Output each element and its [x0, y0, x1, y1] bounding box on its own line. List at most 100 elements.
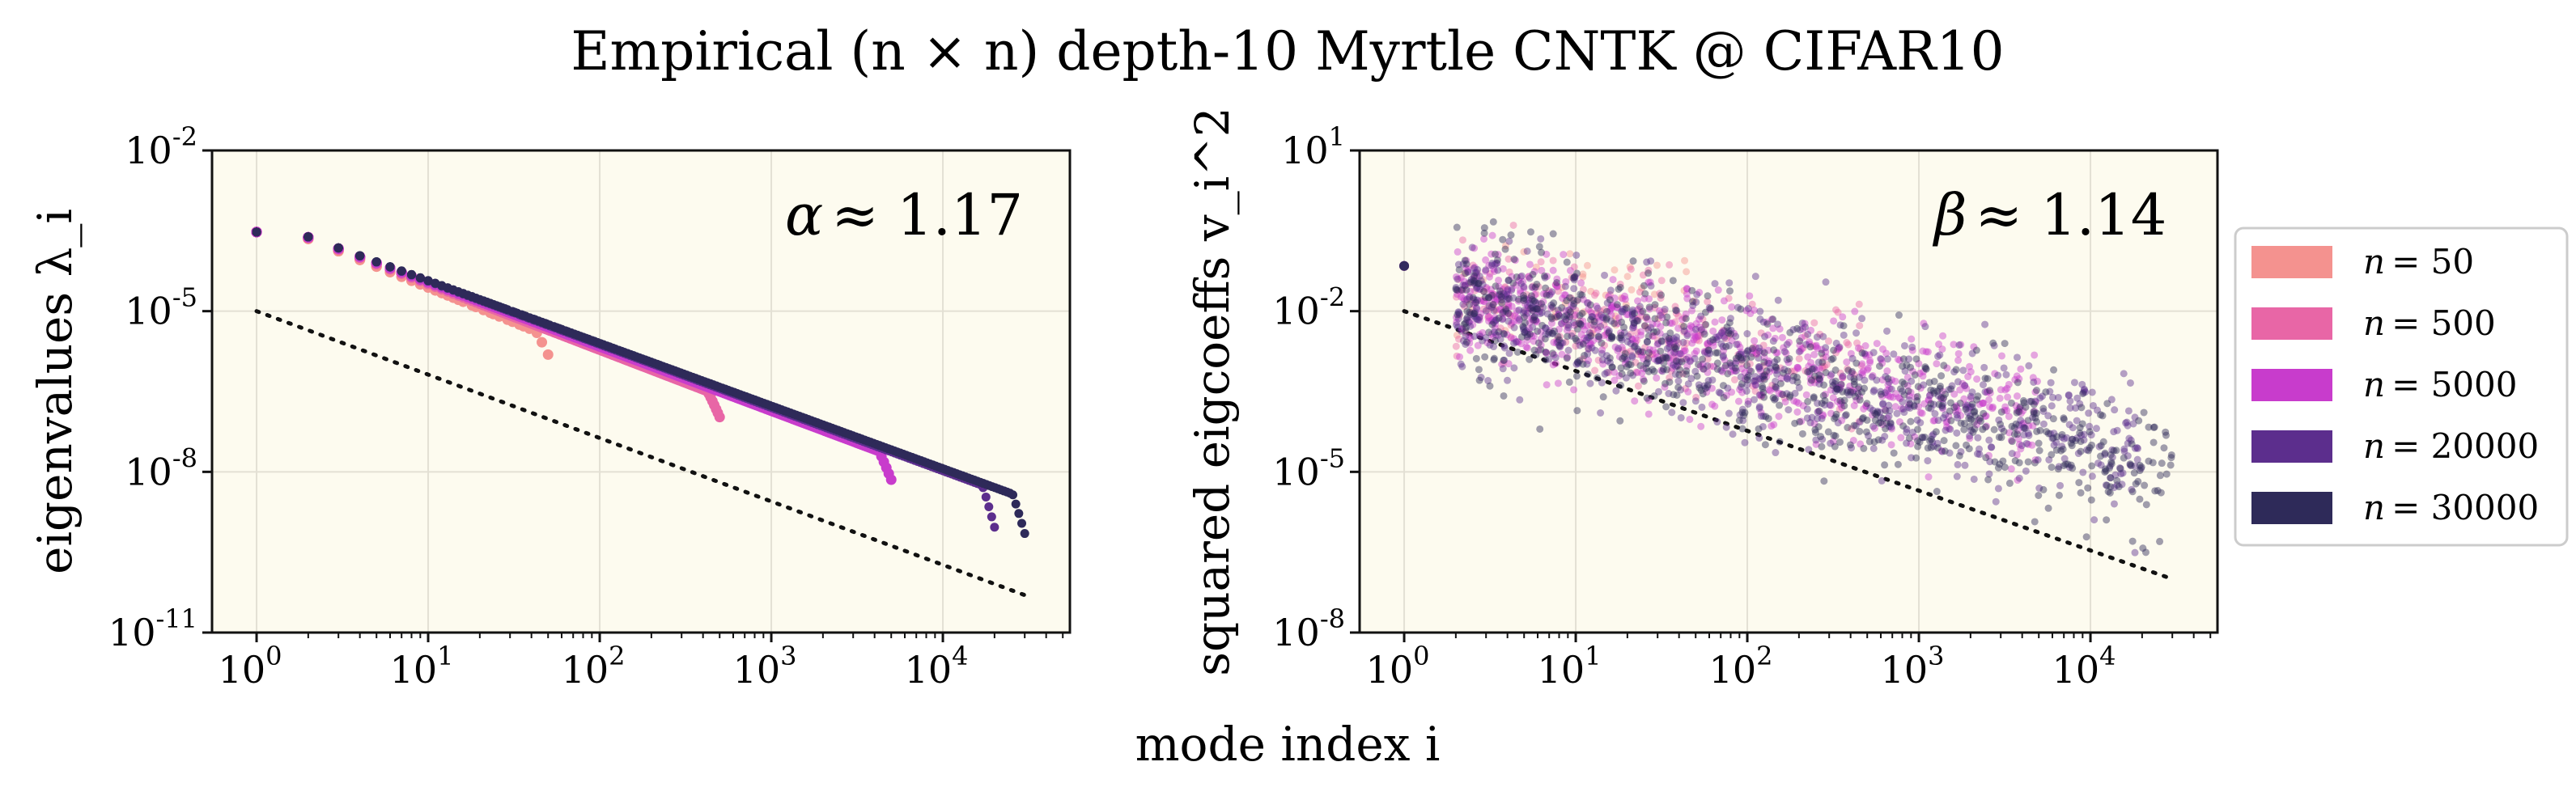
eigcoeff-point — [1912, 393, 1920, 401]
eigcoeff-point — [2128, 440, 2136, 448]
eigcoeff-point — [1459, 260, 1467, 268]
eigcoeff-point — [2079, 468, 2087, 476]
eigcoeff-point — [1570, 285, 1578, 293]
eigcoeff-point — [1962, 403, 1970, 411]
series-30000 — [252, 227, 1029, 539]
eigcoeff-point — [1814, 358, 1823, 366]
eigcoeff-point — [1827, 372, 1835, 380]
eigcoeff-point — [1746, 310, 1755, 318]
eigcoeff-point — [1470, 309, 1479, 317]
eigcoeff-point — [1534, 346, 1543, 354]
eigcoeff-point — [2065, 421, 2073, 429]
eigcoeff-point — [1615, 371, 1623, 379]
eigcoeff-point — [1474, 341, 1482, 349]
eigcoeff-point — [1850, 370, 1858, 379]
eigcoeff-point — [1981, 375, 1989, 383]
y-tick-label: 10-2 — [125, 121, 197, 172]
eigcoeff-point — [1980, 409, 1988, 417]
eigcoeff-point — [1756, 367, 1764, 375]
eigcoeff-point — [1957, 447, 1965, 455]
eigcoeff-point — [1708, 376, 1717, 384]
eigcoeff-point — [2119, 469, 2127, 477]
eigcoeff-point — [1905, 401, 1913, 409]
eigcoeff-point — [1617, 381, 1625, 389]
eigcoeff-point — [1900, 380, 1908, 388]
eigcoeff-point — [1728, 337, 1736, 345]
eigcoeff-point — [2042, 388, 2050, 396]
eigcoeff-point — [2001, 340, 2009, 348]
eigcoeff-point — [1883, 414, 1891, 422]
eigcoeff-point — [1894, 460, 1902, 468]
eigcoeff-point — [1601, 370, 1609, 378]
eigcoeff-point — [1727, 326, 1735, 334]
eigcoeff-point — [1730, 375, 1738, 383]
eigcoeff-point — [1487, 303, 1495, 311]
eigcoeff-point — [1751, 387, 1759, 396]
eigcoeff-point — [1774, 320, 1782, 328]
eigcoeff-point — [1661, 305, 1669, 313]
x-tick-label: 103 — [1881, 641, 1945, 692]
eigcoeff-point — [1517, 273, 1525, 281]
eigcoeff-point — [1937, 395, 1945, 403]
eigcoeff-point — [1903, 361, 1911, 369]
eigcoeff-point — [1619, 354, 1627, 362]
eigcoeff-point — [1765, 359, 1773, 367]
eigcoeff-point — [1490, 265, 1498, 273]
eigcoeff-point — [1504, 276, 1513, 284]
eigcoeff-point — [1864, 364, 1872, 372]
eigcoeff-point — [1768, 315, 1776, 324]
eigcoeff-point — [2096, 452, 2104, 460]
eigcoeff-point — [2066, 397, 2074, 405]
eigcoeff-point — [1700, 365, 1708, 373]
eigcoeff-point — [1760, 393, 1768, 401]
eigcoeff-point — [1629, 321, 1637, 329]
eigcoeff-point — [1472, 298, 1480, 307]
eigcoeff-point — [2089, 401, 2097, 409]
eigcoeff-point — [2069, 464, 2077, 472]
eigcoeff-point — [1828, 378, 1836, 386]
eigcoeff-point — [1579, 340, 1587, 348]
eigcoeff-point — [1755, 363, 1763, 371]
eigcoeff-point — [2049, 415, 2057, 423]
eigcoeff-point — [1662, 403, 1670, 411]
eigcoeff-point — [1724, 370, 1732, 378]
eigcoeff-point — [1862, 352, 1870, 360]
eigcoeff-point — [1812, 366, 1820, 375]
eigcoeff-point — [1667, 336, 1675, 344]
legend-swatch — [2251, 492, 2332, 524]
eigcoeff-point — [1793, 398, 1801, 406]
eigcoeff-point — [1798, 319, 1806, 327]
eigcoeff-point — [1981, 387, 1989, 396]
eigcoeff-point — [1995, 433, 2003, 441]
eigcoeff-point — [1691, 332, 1699, 341]
eigcoeff-point — [1653, 374, 1661, 382]
eigcoeff-point — [1482, 307, 1490, 315]
eigcoeff-point — [1618, 307, 1626, 315]
eigcoeff-point — [2080, 387, 2088, 395]
eigcoeff-point — [1510, 335, 1518, 343]
eigcoeff-point — [1752, 349, 1760, 358]
eigcoeff-point — [1573, 325, 1581, 333]
eigcoeff-point — [2015, 405, 2023, 413]
eigcoeff-point — [1780, 348, 1789, 356]
eigcoeff-point — [2102, 467, 2110, 475]
eigcoeff-point — [1658, 337, 1666, 345]
eigcoeff-point — [1975, 451, 1984, 459]
eigcoeff-point — [1743, 376, 1751, 384]
eigenvalue-point — [385, 262, 395, 272]
eigcoeff-point — [2058, 430, 2066, 438]
eigcoeff-point — [1482, 266, 1490, 274]
eigcoeff-point — [1501, 242, 1509, 250]
eigcoeff-point — [1803, 405, 1811, 413]
eigenvalue-point — [415, 273, 425, 282]
eigcoeff-point — [1519, 291, 1527, 299]
eigcoeff-point — [2145, 423, 2153, 431]
eigcoeff-point — [1748, 345, 1756, 353]
eigcoeff-point — [1829, 382, 1837, 390]
eigcoeff-point — [1738, 425, 1746, 433]
eigcoeff-point — [1654, 353, 1662, 361]
eigcoeff-point — [2039, 404, 2048, 413]
eigcoeff-point — [2079, 388, 2087, 396]
eigcoeff-point — [1452, 286, 1460, 294]
